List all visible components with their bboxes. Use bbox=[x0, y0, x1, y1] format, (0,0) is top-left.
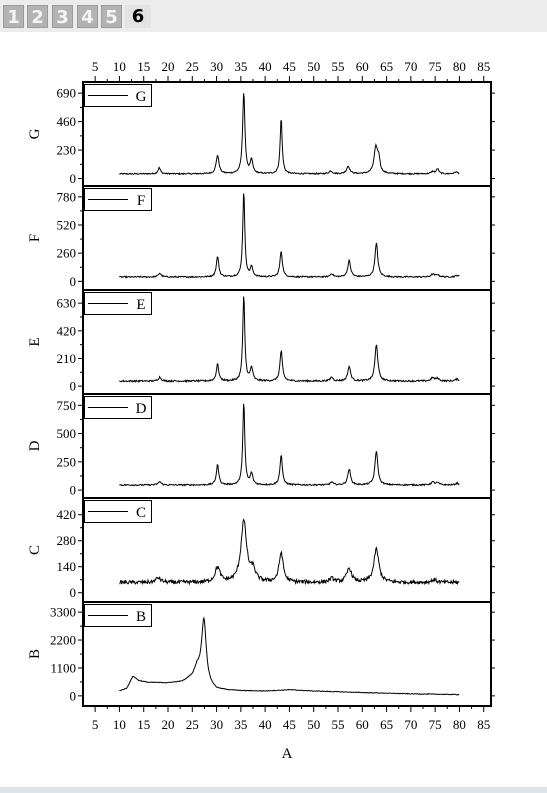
top-x-tick-label: 55 bbox=[332, 59, 345, 74]
top-x-tick-label: 10 bbox=[113, 59, 126, 74]
top-x-tick-label: 40 bbox=[259, 59, 272, 74]
y-tick-label: 0 bbox=[70, 171, 77, 186]
y-axis-label: D bbox=[27, 440, 43, 451]
bottom-x-tick-label: 20 bbox=[162, 717, 175, 732]
bottom-x-tick-label: 85 bbox=[477, 717, 490, 732]
top-x-tick-label: 70 bbox=[404, 59, 417, 74]
legend-label: B bbox=[136, 609, 146, 625]
tab-4[interactable]: 4 bbox=[77, 5, 98, 28]
legend-label: D bbox=[136, 401, 147, 417]
x-axis-label: A bbox=[282, 746, 293, 762]
y-axis-label: F bbox=[27, 234, 43, 242]
bottom-x-tick-label: 5 bbox=[92, 717, 99, 732]
y-tick-label: 780 bbox=[57, 189, 77, 204]
y-tick-label: 1100 bbox=[50, 660, 76, 675]
series-line-G bbox=[119, 93, 460, 176]
y-tick-label: 500 bbox=[57, 426, 77, 441]
top-x-tick-label: 15 bbox=[137, 59, 150, 74]
bottom-x-tick-label: 55 bbox=[332, 717, 345, 732]
y-tick-label: 140 bbox=[57, 559, 77, 574]
y-tick-label: 0 bbox=[70, 483, 77, 498]
top-x-tick-label: 45 bbox=[283, 59, 296, 74]
y-tick-label: 0 bbox=[70, 379, 77, 394]
y-tick-label: 210 bbox=[57, 351, 77, 366]
bottom-x-tick-label: 70 bbox=[404, 717, 417, 732]
y-tick-label: 2200 bbox=[50, 633, 76, 648]
bottom-x-tick-label: 25 bbox=[186, 717, 199, 732]
series-line-B bbox=[119, 616, 460, 696]
series-line-E bbox=[119, 296, 460, 383]
y-axis-label: B bbox=[27, 649, 43, 659]
bottom-x-tick-label: 30 bbox=[210, 717, 223, 732]
top-x-tick-label: 35 bbox=[234, 59, 247, 74]
plot-frame bbox=[82, 81, 492, 707]
bottom-x-tick-label: 75 bbox=[429, 717, 442, 732]
tab-6[interactable]: 6 bbox=[125, 5, 151, 28]
y-tick-label: 420 bbox=[57, 323, 77, 338]
tab-3[interactable]: 3 bbox=[52, 5, 73, 28]
top-x-tick-label: 5 bbox=[92, 59, 99, 74]
y-tick-label: 0 bbox=[70, 688, 77, 703]
bottom-x-tick-label: 15 bbox=[137, 717, 150, 732]
top-x-tick-label: 65 bbox=[380, 59, 393, 74]
y-axis-label: G bbox=[27, 128, 43, 139]
y-tick-label: 520 bbox=[57, 218, 77, 233]
legend-label: F bbox=[137, 193, 145, 209]
bottom-x-tick-label: 60 bbox=[356, 717, 369, 732]
y-tick-label: 280 bbox=[57, 533, 77, 548]
stacked-xrd-chart: 5 10 15 20 25 30 35 40 45 50 55 60 65 70 75 80 85 5 10 15 20… bbox=[27, 59, 495, 762]
top-x-tick-label: 25 bbox=[186, 59, 199, 74]
series-line-D bbox=[119, 403, 460, 487]
bottom-strip bbox=[0, 787, 547, 793]
tab-5[interactable]: 5 bbox=[101, 5, 122, 28]
top-x-tick-label: 20 bbox=[162, 59, 175, 74]
y-tick-label: 420 bbox=[57, 507, 77, 522]
y-axis-label: E bbox=[27, 337, 43, 346]
tab-1[interactable]: 1 bbox=[3, 5, 24, 28]
top-x-tick-label: 80 bbox=[453, 59, 466, 74]
tab-2[interactable]: 2 bbox=[27, 5, 48, 28]
top-x-tick-label: 75 bbox=[429, 59, 442, 74]
bottom-x-tick-label: 35 bbox=[234, 717, 247, 732]
y-tick-label: 0 bbox=[70, 585, 77, 600]
bottom-x-tick-label: 10 bbox=[113, 717, 126, 732]
tab-bar: 1 2 3 4 5 6 bbox=[0, 0, 547, 32]
legend-label: C bbox=[136, 505, 146, 521]
y-tick-label: 690 bbox=[57, 86, 77, 101]
y-tick-label: 0 bbox=[70, 274, 77, 289]
y-tick-label: 460 bbox=[57, 114, 77, 129]
legend-label: E bbox=[136, 297, 145, 313]
y-tick-label: 260 bbox=[57, 246, 77, 261]
y-axis-label: C bbox=[27, 545, 43, 555]
series-line-F bbox=[119, 193, 460, 279]
y-tick-label: 250 bbox=[57, 454, 77, 469]
top-x-tick-label: 50 bbox=[307, 59, 320, 74]
top-x-tick-label: 85 bbox=[477, 59, 490, 74]
y-tick-label: 630 bbox=[57, 296, 77, 311]
bottom-x-tick-label: 80 bbox=[453, 717, 466, 732]
top-x-tick-label: 60 bbox=[356, 59, 369, 74]
y-tick-label: 230 bbox=[57, 143, 77, 158]
bottom-x-tick-label: 45 bbox=[283, 717, 296, 732]
bottom-x-tick-label: 65 bbox=[380, 717, 393, 732]
bottom-x-tick-label: 40 bbox=[259, 717, 272, 732]
y-tick-label: 750 bbox=[57, 398, 77, 413]
series-line-C bbox=[119, 518, 460, 586]
y-tick-label: 3300 bbox=[50, 605, 76, 620]
top-x-tick-label: 30 bbox=[210, 59, 223, 74]
legend-label: G bbox=[136, 89, 147, 105]
bottom-x-tick-label: 50 bbox=[307, 717, 320, 732]
